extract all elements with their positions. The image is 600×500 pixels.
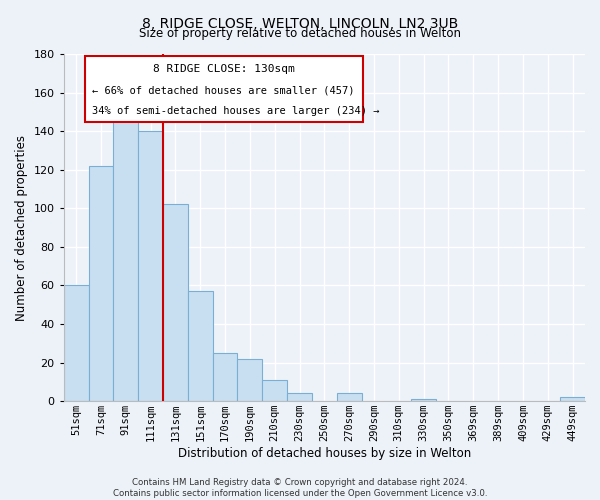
Bar: [113, 110, 138, 401]
Y-axis label: Number of detached properties: Number of detached properties: [15, 134, 28, 320]
Bar: [188, 291, 212, 401]
Bar: [89, 166, 113, 401]
Text: Size of property relative to detached houses in Welton: Size of property relative to detached ho…: [139, 28, 461, 40]
Text: ← 66% of detached houses are smaller (457): ← 66% of detached houses are smaller (45…: [92, 85, 355, 95]
Text: Contains HM Land Registry data © Crown copyright and database right 2024.
Contai: Contains HM Land Registry data © Crown c…: [113, 478, 487, 498]
Bar: [212, 353, 238, 401]
Bar: [64, 286, 89, 401]
Bar: [138, 131, 163, 401]
Bar: [560, 398, 585, 401]
Text: 8 RIDGE CLOSE: 130sqm: 8 RIDGE CLOSE: 130sqm: [153, 64, 295, 74]
Bar: [238, 358, 262, 401]
Text: 8, RIDGE CLOSE, WELTON, LINCOLN, LN2 3UB: 8, RIDGE CLOSE, WELTON, LINCOLN, LN2 3UB: [142, 18, 458, 32]
Bar: [163, 204, 188, 401]
Bar: [411, 399, 436, 401]
Bar: [262, 380, 287, 401]
FancyBboxPatch shape: [85, 56, 364, 122]
Bar: [287, 394, 312, 401]
X-axis label: Distribution of detached houses by size in Welton: Distribution of detached houses by size …: [178, 447, 471, 460]
Bar: [337, 394, 362, 401]
Text: 34% of semi-detached houses are larger (234) →: 34% of semi-detached houses are larger (…: [92, 106, 380, 116]
